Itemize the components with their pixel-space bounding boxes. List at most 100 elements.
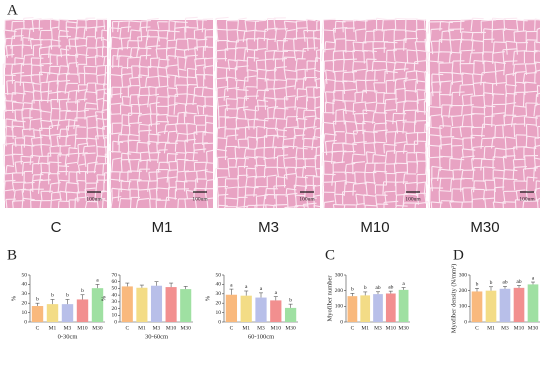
cell-border [439,125,441,140]
cell-border [437,169,440,182]
cell-border [226,186,240,189]
cell-border [40,191,43,201]
cell-border [365,182,368,196]
cell-border [406,49,409,64]
x-axis-label: 30-60cm [145,333,168,340]
cell-border [49,144,62,148]
cell-border [203,104,214,107]
cell-border [101,199,104,209]
cell-border [122,95,131,98]
cell-border [373,170,388,173]
cell-border [66,181,79,185]
y-tick-label: 0 [464,319,467,325]
cell-border [102,119,105,130]
cell-border [427,201,430,209]
cell-border [471,106,486,109]
cell-border [65,55,69,68]
cell-border [470,94,485,97]
cell-border [116,48,119,60]
cell-border [276,167,279,178]
cell-border [110,37,113,50]
cell-border [524,50,538,53]
cell-border [40,110,51,113]
cell-border [285,167,288,180]
cell-border [430,114,441,117]
cell-border [95,54,105,58]
cell-border [405,30,416,33]
cell-border [525,102,528,116]
cell-border [5,100,17,102]
cell-border [458,85,461,97]
cell-border [33,89,42,93]
cell-border [238,138,249,140]
cell-border [353,182,368,185]
cell-border [168,169,178,171]
significance-letter: a [230,282,233,288]
cell-border [213,58,216,72]
cell-border [504,168,518,172]
cell-border [57,90,70,93]
scale-label: 100um [519,196,535,202]
cell-border [21,162,24,176]
cell-border [534,144,541,148]
cell-border [130,29,142,32]
cell-border [303,47,318,50]
cell-border [96,146,106,148]
cell-border [335,179,347,183]
cell-border [204,162,207,173]
cell-border [395,195,398,207]
cell-border [276,129,279,139]
cell-border [343,181,346,196]
cell-border [117,21,120,33]
cell-border [96,198,99,209]
cell-border [395,87,406,91]
cell-border [403,144,406,154]
bar [136,287,148,322]
cell-border [129,76,143,79]
cell-border [461,148,464,159]
cell-border [145,46,148,60]
cell-border [535,103,541,106]
cell-border [22,128,35,131]
cell-border [94,192,97,203]
cell-border [129,20,141,23]
cell-border [103,19,106,30]
cell-border [372,154,374,164]
bar [76,299,89,322]
cell-border [534,165,541,168]
cell-border [203,142,214,145]
cell-border [85,83,89,93]
y-tick-label: 70 [112,272,118,278]
cell-border [342,59,345,72]
cell-border [66,124,80,127]
cell-border [148,171,161,173]
cell-border [85,187,96,190]
cell-border [484,180,487,192]
cell-border [95,135,98,148]
cell-border [112,140,124,144]
cell-border [227,76,238,80]
x-tick-label: M3 [374,325,382,331]
cell-border [461,72,464,85]
cell-border [516,19,528,22]
cell-border [20,28,23,41]
cell-border [283,145,298,148]
cell-border [109,150,122,153]
cell-border [6,80,9,95]
cell-border [65,102,68,112]
cell-border [383,200,399,203]
cell-border [194,198,197,209]
cell-border [102,109,108,111]
cell-border [176,113,179,125]
cell-border [331,172,334,186]
cell-border [129,158,142,161]
cell-border [204,29,206,41]
bar [61,304,74,322]
cell-border [10,64,13,76]
cell-border [257,136,268,139]
cell-border [515,71,526,73]
significance-letter: b [36,296,39,302]
cell-border [216,127,219,138]
cell-border [110,197,114,209]
cell-border [293,128,296,139]
